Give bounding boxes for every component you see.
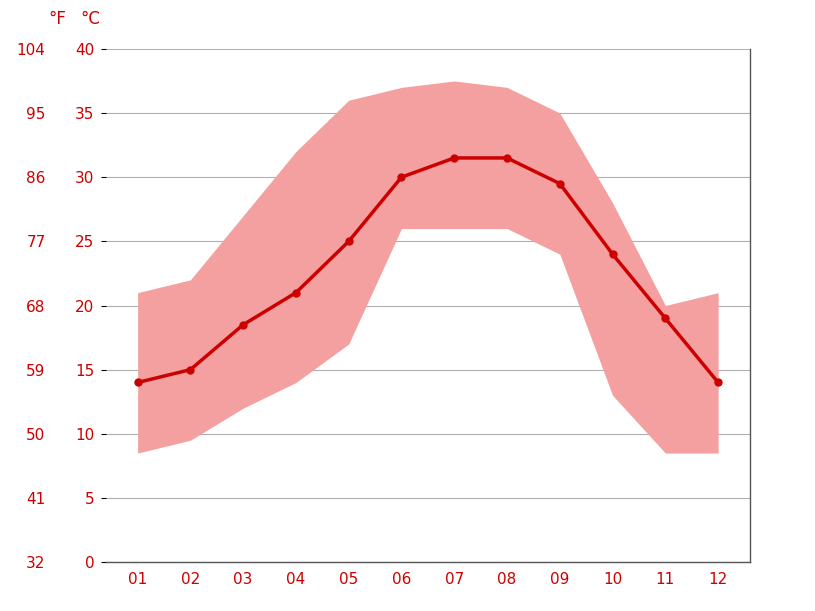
Text: °F: °F: [48, 10, 66, 28]
Text: °C: °C: [80, 10, 100, 28]
